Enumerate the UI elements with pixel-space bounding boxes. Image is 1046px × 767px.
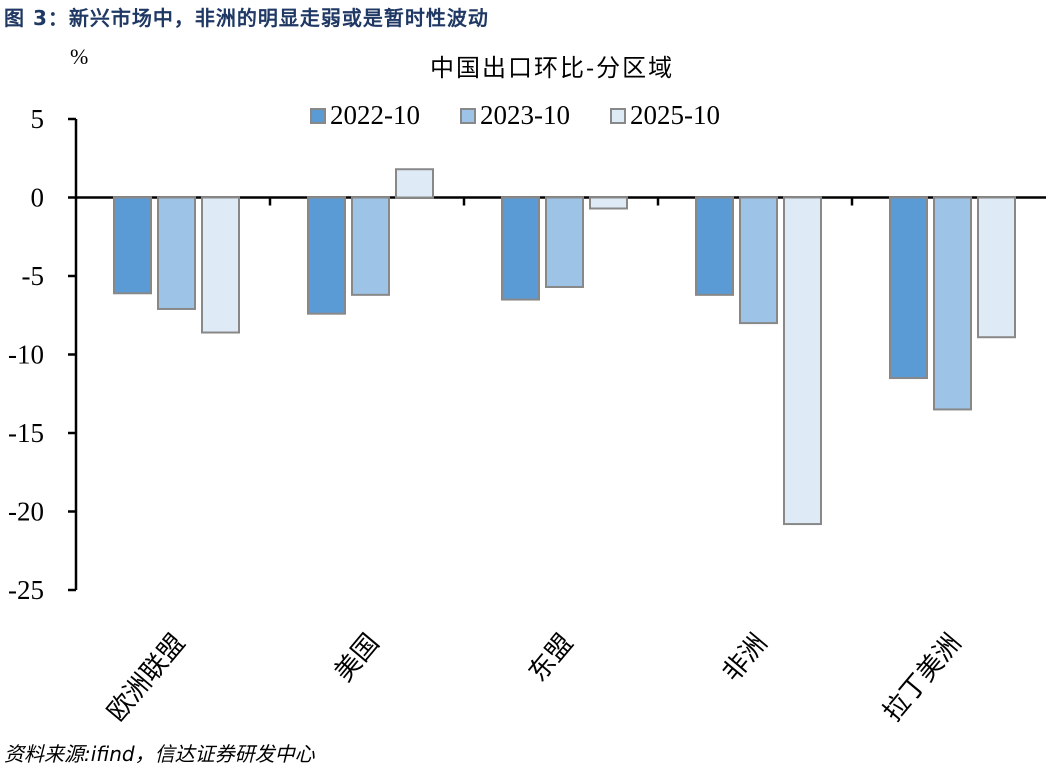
bar-2025-10 bbox=[395, 168, 434, 199]
y-tick-label: 5 bbox=[31, 104, 45, 134]
bar-2023-10 bbox=[933, 196, 972, 411]
bar-2025-10 bbox=[589, 196, 628, 210]
bar-2022-10 bbox=[501, 196, 540, 301]
legend-swatch-2023 bbox=[460, 107, 476, 124]
bar-2025-10 bbox=[783, 196, 822, 526]
legend: 2022-10 2023-10 2025-10 bbox=[310, 100, 720, 131]
bar-2023-10 bbox=[157, 196, 196, 310]
source-note: 资料来源:ifind，信达证券研发中心 bbox=[4, 742, 315, 766]
bar-2022-10 bbox=[889, 196, 928, 380]
legend-label: 2023-10 bbox=[480, 100, 570, 130]
bar-2023-10 bbox=[545, 196, 584, 288]
bar-2023-10 bbox=[351, 196, 390, 296]
legend-swatch-2022 bbox=[310, 107, 326, 124]
y-tick-label: -20 bbox=[8, 497, 44, 527]
y-tick-label: -15 bbox=[8, 418, 44, 448]
legend-item-2025: 2025-10 bbox=[610, 100, 720, 131]
bar-2025-10 bbox=[201, 196, 240, 334]
y-tick-label: -5 bbox=[22, 261, 45, 291]
chart-title: 中国出口环比-分区域 bbox=[430, 54, 675, 82]
bar-2025-10 bbox=[977, 196, 1016, 339]
y-tick-label: -10 bbox=[8, 340, 44, 370]
figure-title: 图 3：新兴市场中，非洲的明显走弱或是暂时性波动 bbox=[4, 6, 489, 30]
legend-label: 2025-10 bbox=[630, 100, 720, 130]
bar-2022-10 bbox=[113, 196, 152, 295]
y-axis-unit: % bbox=[70, 44, 89, 69]
bar-2022-10 bbox=[695, 196, 734, 296]
bar-2023-10 bbox=[739, 196, 778, 325]
y-tick-label: 0 bbox=[31, 183, 45, 213]
y-tick-label: -25 bbox=[8, 575, 44, 605]
legend-item-2022: 2022-10 bbox=[310, 100, 420, 131]
legend-swatch-2025 bbox=[610, 107, 626, 124]
legend-label: 2022-10 bbox=[330, 100, 420, 130]
legend-item-2023: 2023-10 bbox=[460, 100, 570, 131]
bar-2022-10 bbox=[307, 196, 346, 315]
